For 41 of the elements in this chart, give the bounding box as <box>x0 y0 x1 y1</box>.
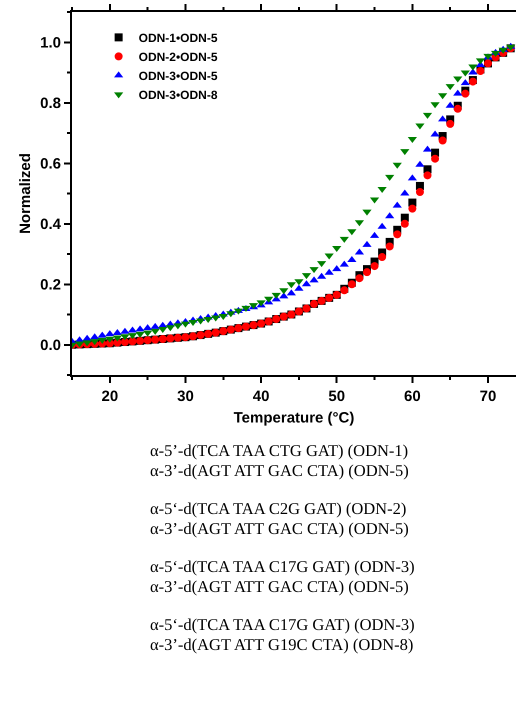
point <box>370 262 379 270</box>
y-tick-label: 0.0 <box>40 337 61 354</box>
x-tick-label: 40 <box>252 388 270 405</box>
point <box>438 136 447 145</box>
point <box>386 242 394 250</box>
point <box>400 220 409 228</box>
y-tick-label: 0.6 <box>40 156 61 172</box>
point <box>362 268 371 276</box>
text: α-3’-d(AGT ATT GAC CTA) (ODN-5) <box>150 519 410 539</box>
legend-label: ODN-1•ODN-5 <box>138 31 218 46</box>
text: α-5‘-d(TCA TAA C17G GAT) (ODN-3) <box>150 557 416 577</box>
legend-label: ODN-3•ODN-8 <box>138 88 218 102</box>
legend-label: ODN-2•ODN-5 <box>138 50 218 64</box>
legend-label: ODN-3•ODN-5 <box>138 69 218 84</box>
point <box>393 230 402 238</box>
x-tick-label: 70 <box>480 388 496 405</box>
text: α-3’-d(AGT ATT G19C CTA) (ODN-8) <box>150 635 414 655</box>
x-tick-label: 60 <box>404 388 421 405</box>
text: α-3’-d(AGT ATT GAC CTA) (ODN-5) <box>150 461 410 481</box>
text: α-5’-d(TCA TAA CTG GAT) (ODN-1) <box>150 441 410 461</box>
point <box>424 171 432 180</box>
point <box>378 253 386 262</box>
y-tick-label: 1.0 <box>40 34 61 52</box>
text: α-3’-d(AGT ATT GAC CTA) (ODN-5) <box>150 577 410 597</box>
text: α-5‘-d(TCA TAA C17G GAT) (ODN-3) <box>150 615 416 635</box>
point <box>416 188 424 196</box>
point <box>461 90 470 98</box>
x-tick-label: 20 <box>101 388 118 405</box>
point <box>446 120 454 128</box>
y-tick-label: 0.4 <box>40 216 62 233</box>
point <box>355 274 364 282</box>
x-tick-label: 30 <box>177 388 194 405</box>
y-axis-title: Normalized <box>16 153 34 234</box>
point <box>431 154 440 163</box>
x-tick-label: 50 <box>328 388 346 405</box>
y-tick-label: 0.2 <box>40 276 61 294</box>
point <box>408 204 416 213</box>
point <box>454 104 462 113</box>
x-axis-title: Temperature (°C) <box>234 410 354 426</box>
y-tick-label: 0.8 <box>40 95 61 112</box>
text: α-5‘-d(TCA TAA C2G GAT) (ODN-2) <box>150 499 408 519</box>
